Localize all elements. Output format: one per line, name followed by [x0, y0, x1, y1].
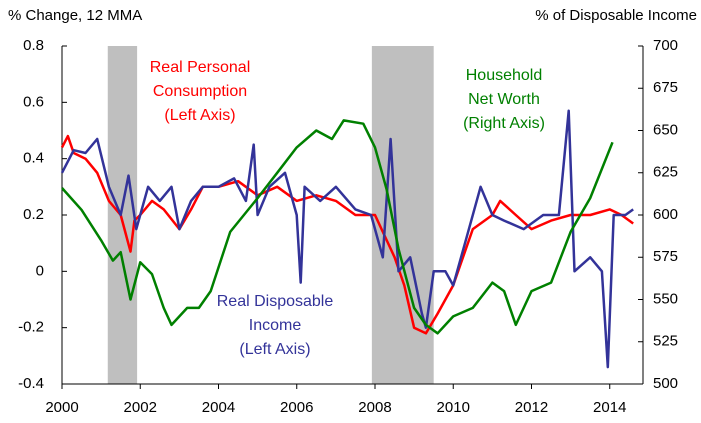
annotation: Consumption — [153, 83, 247, 100]
y2-axis-title: % of Disposable Income — [535, 7, 697, 24]
y2-tick-label: 700 — [653, 37, 678, 54]
annotation: Real Personal — [150, 59, 251, 76]
y-tick-label: 0.8 — [23, 37, 44, 54]
y2-tick-label: 525 — [653, 333, 678, 350]
series-line — [60, 109, 634, 369]
y-tick-label: -0.2 — [18, 319, 44, 336]
x-tick-label: 2012 — [515, 399, 548, 416]
recession-band — [107, 46, 138, 384]
annotation: Real Disposable — [217, 293, 334, 310]
y-tick-label: 0 — [36, 262, 44, 279]
recession-band — [371, 46, 434, 384]
x-tick-label: 2000 — [45, 399, 78, 416]
series-line — [61, 119, 614, 335]
x-tick-label: 2010 — [437, 399, 470, 416]
y-axis-title: % Change, 12 MMA — [8, 7, 142, 24]
x-tick-label: 2002 — [124, 399, 157, 416]
y2-tick-label: 625 — [653, 164, 678, 181]
annotation: (Left Axis) — [239, 341, 310, 358]
x-tick-label: 2014 — [593, 399, 626, 416]
series-line — [60, 134, 634, 335]
y-tick-label: 0.6 — [23, 93, 44, 110]
annotation: (Right Axis) — [463, 115, 545, 132]
y2-tick-label: 675 — [653, 79, 678, 96]
annotation: Income — [249, 317, 302, 334]
y2-tick-label: 500 — [653, 375, 678, 392]
y2-tick-label: 600 — [653, 206, 678, 223]
y-tick-label: 0.4 — [23, 150, 44, 167]
annotation: (Left Axis) — [164, 107, 235, 124]
y-tick-label: -0.4 — [18, 375, 44, 392]
y-tick-label: 0.2 — [23, 206, 44, 223]
x-tick-label: 2008 — [358, 399, 391, 416]
y2-tick-label: 650 — [653, 121, 678, 138]
x-tick-label: 2004 — [202, 399, 235, 416]
y2-tick-label: 575 — [653, 248, 678, 265]
annotation: Household — [466, 67, 543, 84]
x-tick-label: 2006 — [280, 399, 313, 416]
y2-tick-label: 550 — [653, 290, 678, 307]
annotation: Net Worth — [468, 91, 540, 108]
